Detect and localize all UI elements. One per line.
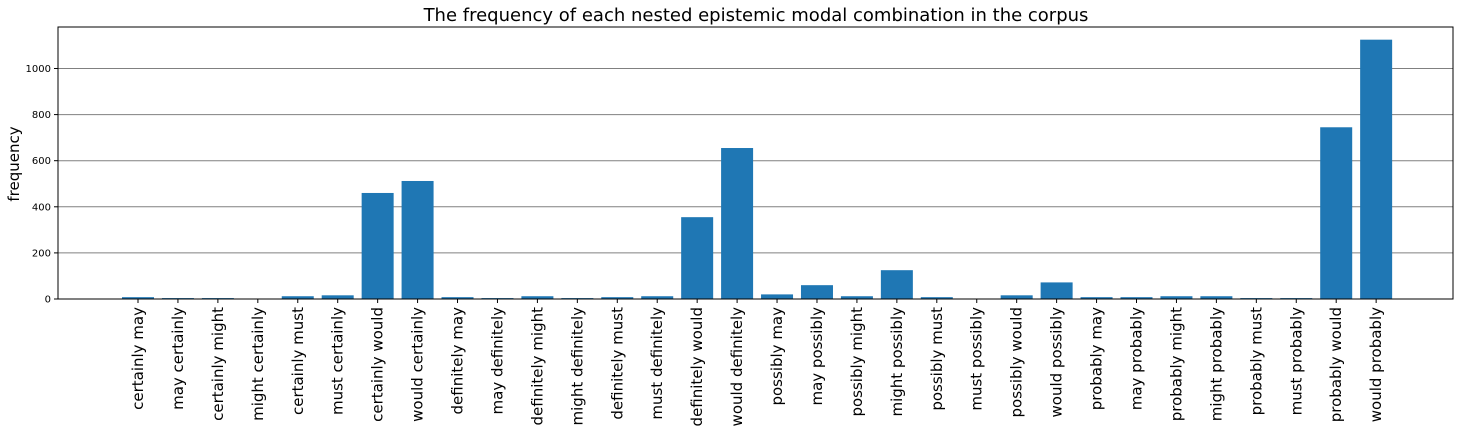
x-tick-label: possibly might — [848, 307, 866, 417]
x-tick-label: may certainly — [169, 307, 187, 410]
bar — [1080, 297, 1113, 299]
x-tick-label: may possibly — [808, 307, 826, 406]
x-tick-label: may definitely — [488, 307, 506, 415]
bar — [601, 297, 634, 299]
y-tick-label: 0 — [45, 295, 51, 306]
x-tick-label: possibly would — [1008, 307, 1026, 417]
x-tick-label: must probably — [1287, 307, 1305, 416]
bar — [641, 296, 674, 299]
x-tick-label: definitely would — [688, 307, 706, 426]
x-tick-label: must definitely — [648, 307, 666, 420]
x-tick-label: definitely might — [528, 307, 546, 426]
x-tick-label: certainly might — [209, 307, 227, 421]
x-tick-label: possibly must — [928, 307, 946, 411]
y-tick-label: 600 — [32, 156, 51, 167]
x-tick-label: would possibly — [1048, 307, 1066, 418]
bars — [122, 39, 1393, 300]
bar — [401, 180, 434, 299]
x-tick-label: certainly must — [289, 307, 307, 415]
x-tick-label: would definitely — [728, 307, 746, 427]
x-tick-label: might probably — [1207, 307, 1225, 421]
x-tick-label: would probably — [1367, 307, 1385, 422]
x-tick-label: probably would — [1327, 307, 1345, 422]
chart-title: The frequency of each nested epistemic m… — [423, 5, 1089, 26]
x-tick-label: might certainly — [249, 307, 267, 421]
bar — [321, 295, 354, 299]
plot-area-frame — [57, 26, 1454, 300]
x-tick-label: might possibly — [888, 307, 906, 417]
y-axis-label: frequency — [5, 126, 23, 201]
bar — [800, 285, 833, 299]
bar — [1360, 39, 1393, 299]
bar — [441, 297, 474, 299]
bar — [122, 297, 154, 299]
bar — [920, 297, 953, 299]
bar — [281, 296, 314, 299]
y-tick-label: 1000 — [26, 64, 51, 75]
y-axis-ticks: 0 200 400 600 800 1000 — [26, 64, 58, 306]
bar — [1320, 127, 1353, 300]
bar — [1200, 296, 1233, 299]
x-tick-label: must certainly — [329, 307, 347, 415]
x-tick-label: must possibly — [968, 307, 986, 411]
bar — [1120, 297, 1153, 299]
bar — [361, 192, 394, 299]
x-tick-label: definitely may — [449, 307, 467, 415]
x-tick-label: might definitely — [568, 307, 586, 426]
y-tick-label: 200 — [32, 248, 51, 259]
gridlines — [58, 67, 1453, 254]
bar — [880, 270, 913, 299]
bar — [761, 294, 794, 299]
x-tick-label: possibly may — [768, 307, 786, 406]
y-tick-label: 800 — [32, 110, 51, 121]
x-axis-ticks: certainly may may certainly certainly migh… — [129, 299, 1385, 426]
x-tick-label: certainly would — [369, 307, 387, 422]
bar — [521, 296, 554, 299]
x-tick-label: probably must — [1247, 307, 1265, 416]
x-tick-label: probably may — [1088, 307, 1106, 410]
x-tick-label: would certainly — [409, 307, 427, 422]
bar — [1040, 282, 1073, 299]
y-tick-label: 400 — [32, 202, 51, 213]
bar — [681, 217, 714, 299]
x-tick-label: certainly may — [129, 307, 147, 410]
bar — [721, 148, 754, 299]
bar — [1000, 295, 1033, 299]
x-tick-label: probably might — [1167, 307, 1185, 421]
x-tick-label: definitely must — [608, 307, 626, 420]
x-tick-label: may probably — [1128, 307, 1146, 410]
bar — [840, 296, 873, 299]
bar — [1160, 296, 1193, 299]
